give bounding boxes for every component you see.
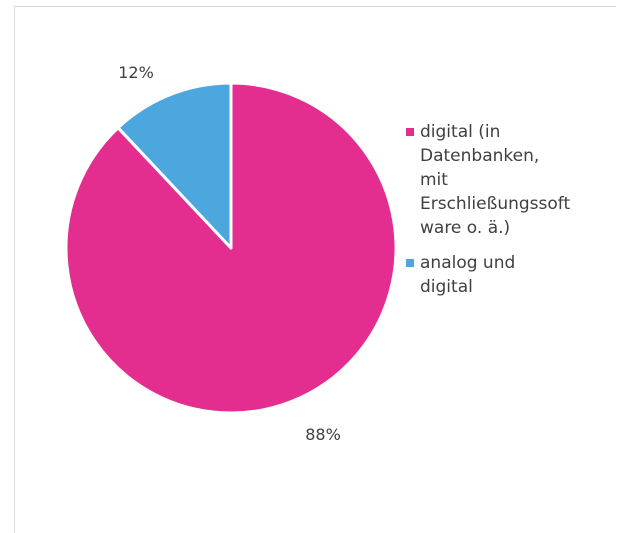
legend-swatch-digital [406,128,414,136]
legend-label-digital: digital (in Datenbanken, mit Erschließun… [420,122,571,238]
data-label-1: 12% [118,63,154,82]
legend-item-digital: digital (in Datenbanken, mit Erschließun… [406,120,606,240]
pie-data-labels: 88% 12% [118,63,341,444]
data-label-0: 88% [305,425,341,444]
legend-item-analog-und-digital: analog und digital [406,251,606,299]
legend-label-analog-und-digital: analog und digital [420,253,516,297]
legend-swatch-analog-und-digital [406,259,414,267]
pie-slices [64,81,398,415]
pie-slice-1 [116,81,233,250]
legend: digital (in Datenbanken, mit Erschließun… [406,120,606,310]
